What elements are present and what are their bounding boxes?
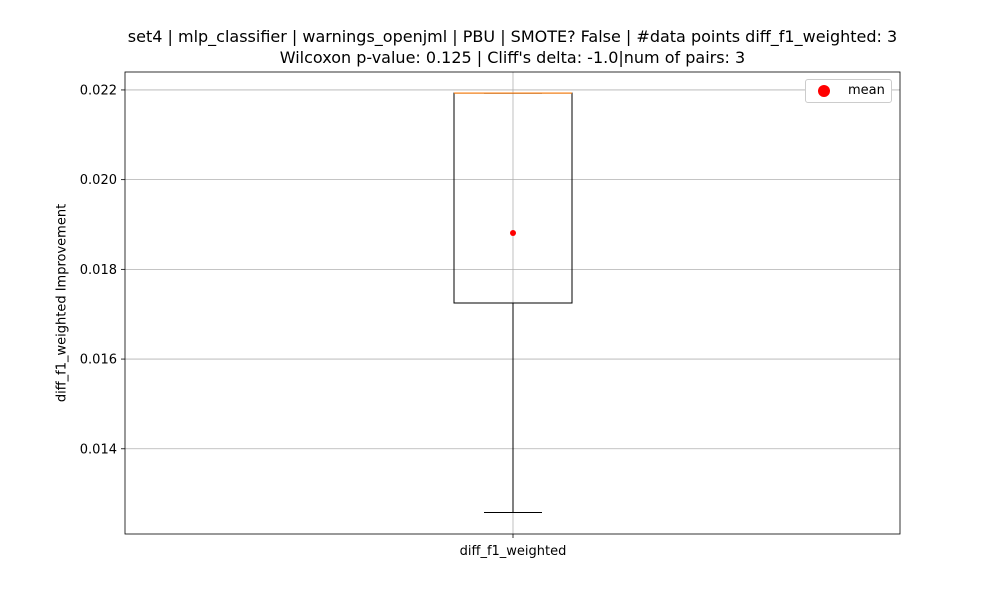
legend: mean <box>805 79 892 103</box>
axes-frame <box>124 71 901 535</box>
y-tick-label: 0.014 <box>80 442 117 457</box>
chart-title: set4 | mlp_classifier | warnings_openjml… <box>127 27 898 46</box>
x-tick-label: diff_f1_weighted <box>460 544 567 559</box>
y-tick-label: 0.018 <box>80 263 117 278</box>
axes: 0.014 0.016 0.018 0.020 0.022 diff_f1_weighte… <box>80 71 901 559</box>
chart-subtitle: Wilcoxon p-value: 0.125 | Cliff's delta:… <box>279 48 746 67</box>
y-tick-label: 0.016 <box>80 353 117 368</box>
y-tick-label: 0.020 <box>80 173 117 188</box>
legend-mean-label: mean <box>848 83 885 98</box>
y-tick-label: 0.022 <box>80 83 117 98</box>
mean-marker <box>510 230 516 237</box>
legend-mean-marker <box>818 85 830 97</box>
boxplot <box>453 92 573 513</box>
